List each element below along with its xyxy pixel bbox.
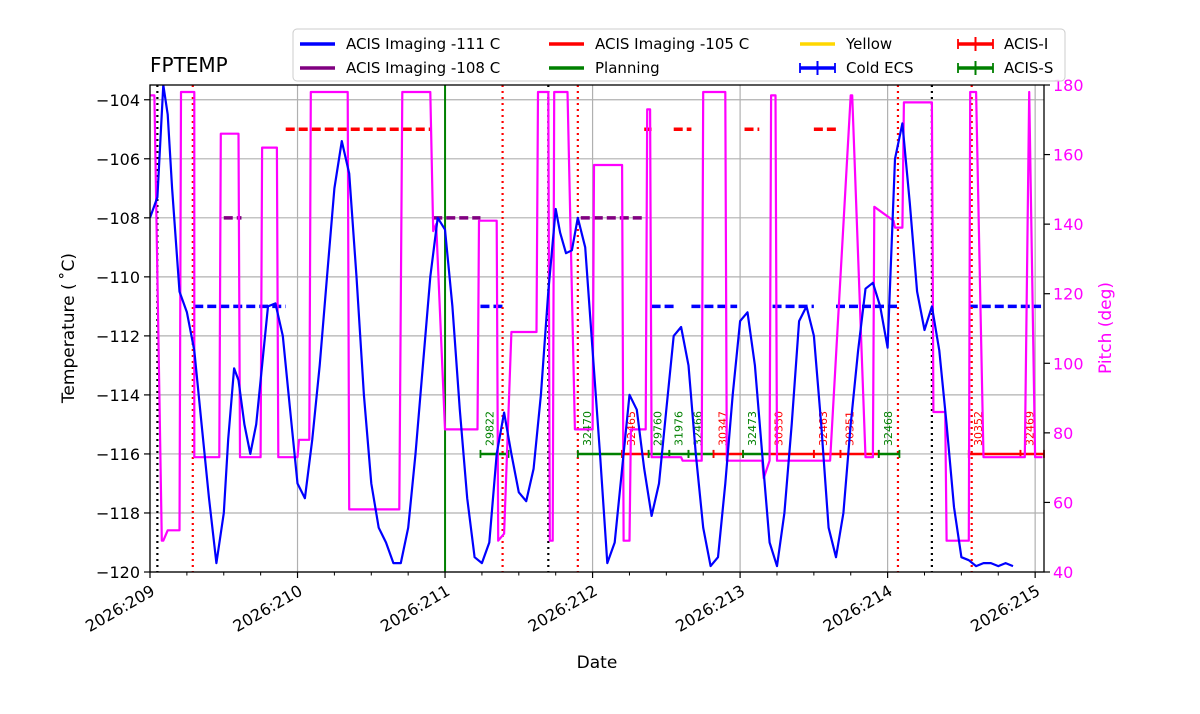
legend-label: ACIS-S	[1004, 59, 1053, 77]
pitch-series	[150, 90, 1043, 542]
legend-label: Cold ECS	[846, 59, 914, 77]
obsid-label: 29760	[652, 411, 665, 446]
obsid-label: 29822	[483, 411, 496, 446]
y2-axis-label: Pitch (deg)	[1096, 282, 1116, 374]
legend-entry: ACIS Imaging -105 C	[549, 35, 749, 53]
y-tick-label: −106	[96, 150, 140, 169]
chart-title: FPTEMP	[150, 53, 228, 77]
y-tick-label: −104	[96, 91, 140, 110]
legend-label: ACIS Imaging -111 C	[346, 35, 500, 53]
x-axis-label: Date	[577, 653, 618, 673]
x-tick-label: 2026:215	[967, 581, 1043, 636]
x-tick-label: 2026:209	[82, 581, 158, 636]
obsid-label: 32473	[746, 411, 759, 446]
y-tick-label: −116	[96, 445, 140, 464]
x-tick-label: 2026:212	[525, 581, 601, 636]
vertical-markers	[156, 85, 973, 572]
legend-entry: ACIS Imaging -111 C	[300, 35, 500, 53]
obsid-label: 32468	[882, 411, 895, 446]
y-tick-label: −114	[96, 386, 140, 405]
legend-entry: Cold ECS	[799, 59, 914, 77]
legend-label: ACIS Imaging -108 C	[346, 59, 500, 77]
obsid-label: 31976	[672, 411, 685, 446]
x-tick-label: 2026:214	[820, 581, 896, 636]
legend-label: Planning	[595, 59, 660, 77]
y-axis-label: Temperature ( ˚C)	[58, 253, 79, 404]
y2-tick-label: 100	[1053, 354, 1084, 373]
legend-entry: ACIS-I	[957, 35, 1048, 53]
y2-tick-label: 40	[1053, 563, 1073, 582]
y2-tick-label: 140	[1053, 215, 1084, 234]
legend-entry: Yellow	[800, 35, 892, 53]
x-tick-label: 2026:210	[230, 581, 306, 636]
plot-frame	[149, 84, 1045, 573]
y2-tick-label: 120	[1053, 285, 1084, 304]
y2-tick-label: 60	[1053, 493, 1073, 512]
y-tick-label: −112	[96, 327, 140, 346]
legend-entry: ACIS Imaging -108 C	[300, 59, 500, 77]
obsid-label: 30350	[773, 411, 786, 446]
y2-tick-label: 160	[1053, 146, 1084, 165]
legend-label: ACIS Imaging -105 C	[595, 35, 749, 53]
legend-label: Yellow	[845, 35, 892, 53]
legend-label: ACIS-I	[1004, 35, 1048, 53]
obsid-label: 30352	[972, 411, 985, 446]
y-tick-label: −120	[96, 563, 140, 582]
x-tick-label: 2026:211	[377, 581, 453, 636]
y2-tick-label: 80	[1053, 424, 1073, 443]
fptemp-line	[150, 85, 1014, 568]
obsid-label: 32469	[1023, 411, 1036, 446]
x-tick-label: 2026:213	[672, 581, 748, 636]
fptemp-series	[150, 85, 1014, 568]
pitch-line	[150, 90, 1043, 542]
grid	[149, 85, 1044, 573]
y-tick-label: −108	[96, 209, 140, 228]
legend-entry: ACIS-S	[957, 59, 1053, 77]
legend-box	[292, 28, 1066, 82]
legend: ACIS Imaging -111 C ACIS Imaging -108 C AC…	[292, 28, 1066, 82]
legend-entry: Planning	[549, 59, 660, 77]
y-tick-label: −110	[96, 268, 140, 287]
y-tick-label: −118	[96, 504, 140, 523]
